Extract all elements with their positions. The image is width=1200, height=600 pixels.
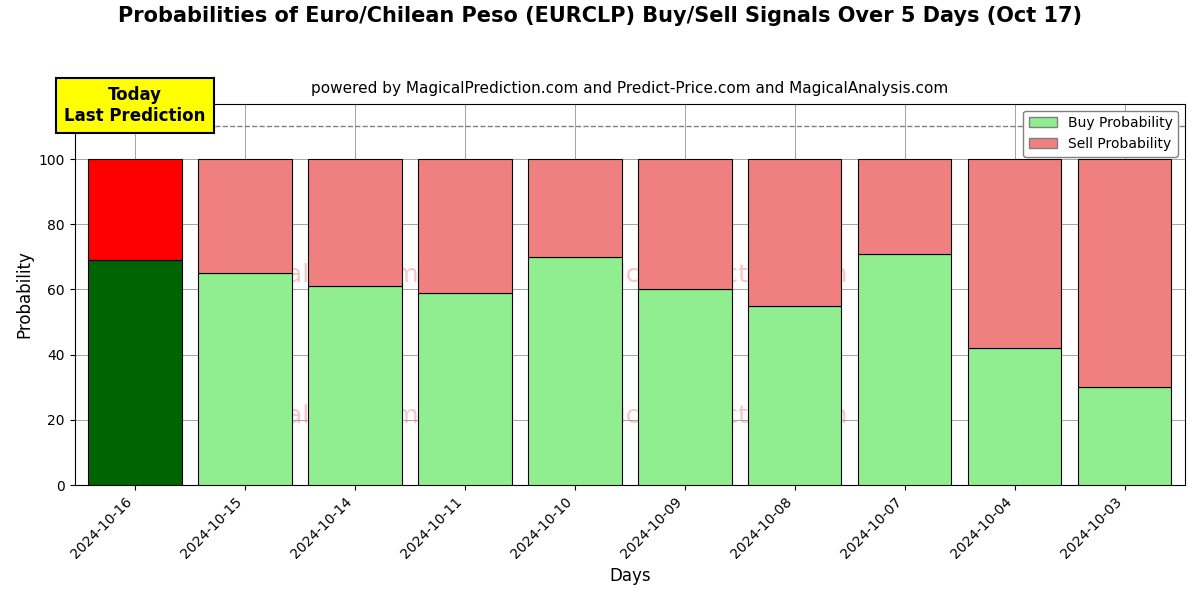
Bar bbox=[748, 159, 841, 306]
Bar bbox=[748, 306, 841, 485]
Bar bbox=[198, 273, 292, 485]
Legend: Buy Probability, Sell Probability: Buy Probability, Sell Probability bbox=[1024, 110, 1178, 157]
Bar bbox=[419, 293, 511, 485]
Bar bbox=[638, 159, 732, 289]
Bar bbox=[858, 254, 952, 485]
Bar bbox=[198, 159, 292, 273]
Text: MagicalPrediction.com: MagicalPrediction.com bbox=[566, 263, 848, 287]
Bar bbox=[1078, 159, 1171, 388]
Text: calAnalysis.com: calAnalysis.com bbox=[218, 404, 419, 428]
Bar bbox=[1078, 388, 1171, 485]
Bar bbox=[528, 159, 622, 257]
Bar bbox=[89, 260, 182, 485]
Text: Today
Last Prediction: Today Last Prediction bbox=[65, 86, 206, 125]
Bar bbox=[638, 289, 732, 485]
Bar bbox=[308, 286, 402, 485]
Bar bbox=[968, 159, 1061, 348]
Bar bbox=[528, 257, 622, 485]
Bar bbox=[419, 159, 511, 293]
Bar bbox=[968, 348, 1061, 485]
Text: Probabilities of Euro/Chilean Peso (EURCLP) Buy/Sell Signals Over 5 Days (Oct 17: Probabilities of Euro/Chilean Peso (EURC… bbox=[118, 6, 1082, 26]
Text: calAnalysis.com: calAnalysis.com bbox=[218, 263, 419, 287]
Bar bbox=[89, 159, 182, 260]
Title: powered by MagicalPrediction.com and Predict-Price.com and MagicalAnalysis.com: powered by MagicalPrediction.com and Pre… bbox=[311, 81, 948, 96]
Bar bbox=[858, 159, 952, 254]
Y-axis label: Probability: Probability bbox=[16, 250, 34, 338]
X-axis label: Days: Days bbox=[610, 567, 650, 585]
Bar bbox=[308, 159, 402, 286]
Text: MagicalPrediction.com: MagicalPrediction.com bbox=[566, 404, 848, 428]
